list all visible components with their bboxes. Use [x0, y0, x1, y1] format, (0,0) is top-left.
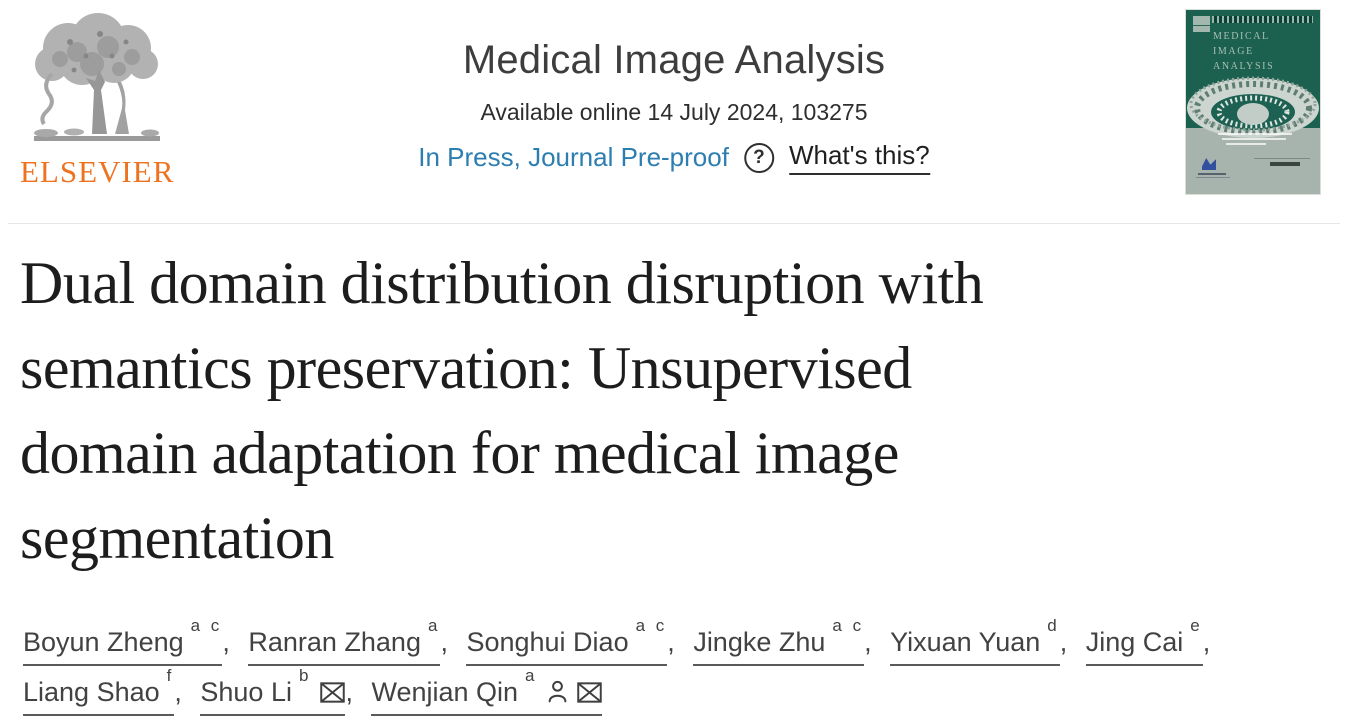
elsevier-tree-icon	[22, 13, 172, 150]
cover-journal-title: MEDICAL IMAGE ANALYSIS	[1213, 31, 1275, 72]
article-title-line: semantics preservation: Unsupervised	[20, 335, 912, 401]
cover-society-text	[1198, 173, 1226, 175]
question-mark-icon: ?	[743, 142, 774, 173]
email-icon	[320, 679, 346, 709]
cover-editor-text	[1270, 162, 1300, 166]
author-separator: ,	[864, 627, 872, 657]
author-link-jing-cai[interactable]: Jing Caie	[1085, 616, 1203, 666]
journal-title-link[interactable]: Medical Image Analysis	[462, 38, 886, 82]
cover-publisher-mark-icon	[1193, 16, 1210, 32]
cover-society-logo-icon	[1202, 158, 1216, 170]
cover-brain-image	[1187, 76, 1319, 138]
cover-editor-line	[1254, 158, 1310, 159]
email-icon	[576, 679, 602, 709]
article-title: Dual domain distribution disruption with…	[20, 241, 984, 581]
article-title-line: domain adaptation for medical image	[20, 420, 899, 486]
cover-top-banner	[1212, 16, 1313, 23]
header-divider	[8, 223, 1340, 224]
author-link-jingke-zhu[interactable]: Jingke Zhua c	[693, 616, 865, 666]
article-title-line: segmentation	[20, 505, 334, 571]
author-list: Boyun Zhenga c, Ranran Zhanga, Songhui D…	[23, 616, 1221, 724]
author-link-songhui-diao[interactable]: Songhui Diaoa c	[466, 616, 668, 666]
cover-caption-line	[1218, 133, 1292, 135]
author-separator: ,	[174, 677, 182, 707]
author-link-boyun-zheng[interactable]: Boyun Zhenga c	[23, 616, 223, 666]
author-link-ranran-zhang[interactable]: Ranran Zhanga	[248, 616, 441, 666]
cover-caption-line	[1222, 138, 1286, 140]
author-separator: ,	[222, 627, 230, 657]
author-link-yixuan-yuan[interactable]: Yixuan Yuand	[890, 616, 1060, 666]
cover-caption-line	[1226, 143, 1266, 145]
cover-society-text	[1196, 177, 1230, 178]
elsevier-logo[interactable]: ELSEVIER	[20, 12, 174, 190]
author-separator: ,	[440, 627, 448, 657]
author-line-1: Boyun Zhenga c, Ranran Zhanga, Songhui D…	[23, 616, 1221, 666]
author-separator: ,	[667, 627, 675, 657]
author-link-shuo-li[interactable]: Shuo Lib	[200, 666, 346, 716]
publication-status-row: In Press, Journal Pre-proof ? What's thi…	[418, 140, 930, 175]
in-press-link[interactable]: In Press, Journal Pre-proof	[418, 142, 729, 172]
journal-cover-thumbnail[interactable]: MEDICAL IMAGE ANALYSIS	[1186, 10, 1320, 194]
elsevier-wordmark: ELSEVIER	[20, 154, 175, 189]
corresponding-author-person-icon	[547, 679, 568, 709]
available-online-text: Available online 14 July 2024, 103275	[480, 99, 868, 125]
whats-this-link[interactable]: What's this?	[788, 140, 930, 175]
author-link-liang-shao[interactable]: Liang Shaof	[23, 666, 175, 716]
author-separator: ,	[1059, 627, 1068, 657]
journal-info: Medical Image Analysis Available online …	[418, 38, 930, 175]
author-link-wenjian-qin[interactable]: Wenjian Qina	[371, 666, 602, 716]
author-line-2: Liang Shaof, Shuo Lib, Wenjian Qina	[23, 666, 1221, 716]
author-separator: ,	[1202, 627, 1211, 657]
article-title-line: Dual domain distribution disruption with	[20, 250, 984, 316]
author-separator: ,	[345, 677, 353, 707]
